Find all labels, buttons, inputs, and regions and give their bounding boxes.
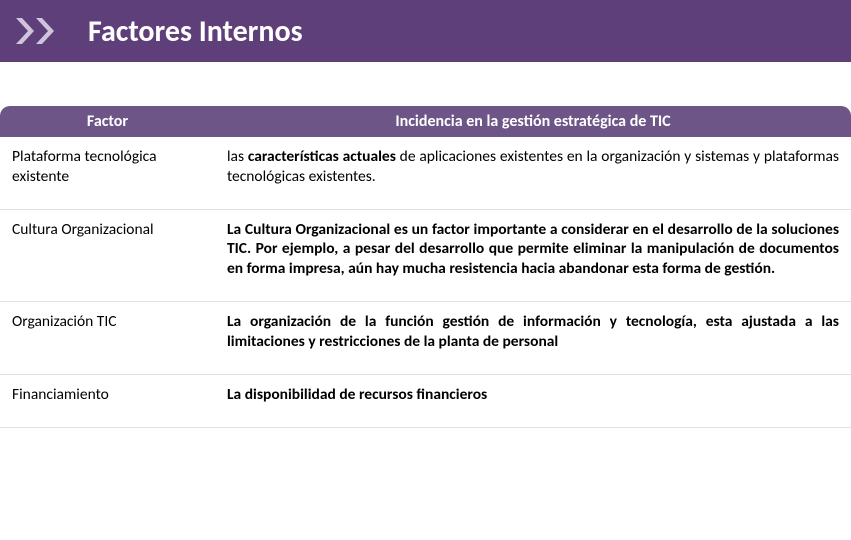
factor-cell: Cultura Organizacional bbox=[0, 209, 215, 301]
page-title: Factores Internos bbox=[88, 13, 303, 50]
slide-header: Factores Internos bbox=[0, 0, 851, 62]
incidencia-cell: La disponibilidad de recursos financiero… bbox=[215, 374, 851, 427]
chevron-icon bbox=[14, 16, 54, 46]
table-row: FinanciamientoLa disponibilidad de recur… bbox=[0, 374, 851, 427]
factors-table-wrap: Factor Incidencia en la gestión estratég… bbox=[0, 106, 851, 428]
factor-cell: Plataforma tecnológica existente bbox=[0, 137, 215, 209]
factor-cell: Organización TIC bbox=[0, 302, 215, 375]
incidencia-cell: las características actuales de aplicaci… bbox=[215, 137, 851, 209]
table-row: Plataforma tecnológica existentelas cara… bbox=[0, 137, 851, 209]
table-row: Organización TICLa organización de la fu… bbox=[0, 302, 851, 375]
table-row: Cultura OrganizacionalLa Cultura Organiz… bbox=[0, 209, 851, 301]
col-header-factor: Factor bbox=[0, 106, 215, 137]
incidencia-cell: La organización de la función gestión de… bbox=[215, 302, 851, 375]
incidencia-cell: La Cultura Organizacional es un factor i… bbox=[215, 209, 851, 301]
factors-table: Factor Incidencia en la gestión estratég… bbox=[0, 106, 851, 428]
col-header-incidencia: Incidencia en la gestión estratégica de … bbox=[215, 106, 851, 137]
factor-cell: Financiamiento bbox=[0, 374, 215, 427]
